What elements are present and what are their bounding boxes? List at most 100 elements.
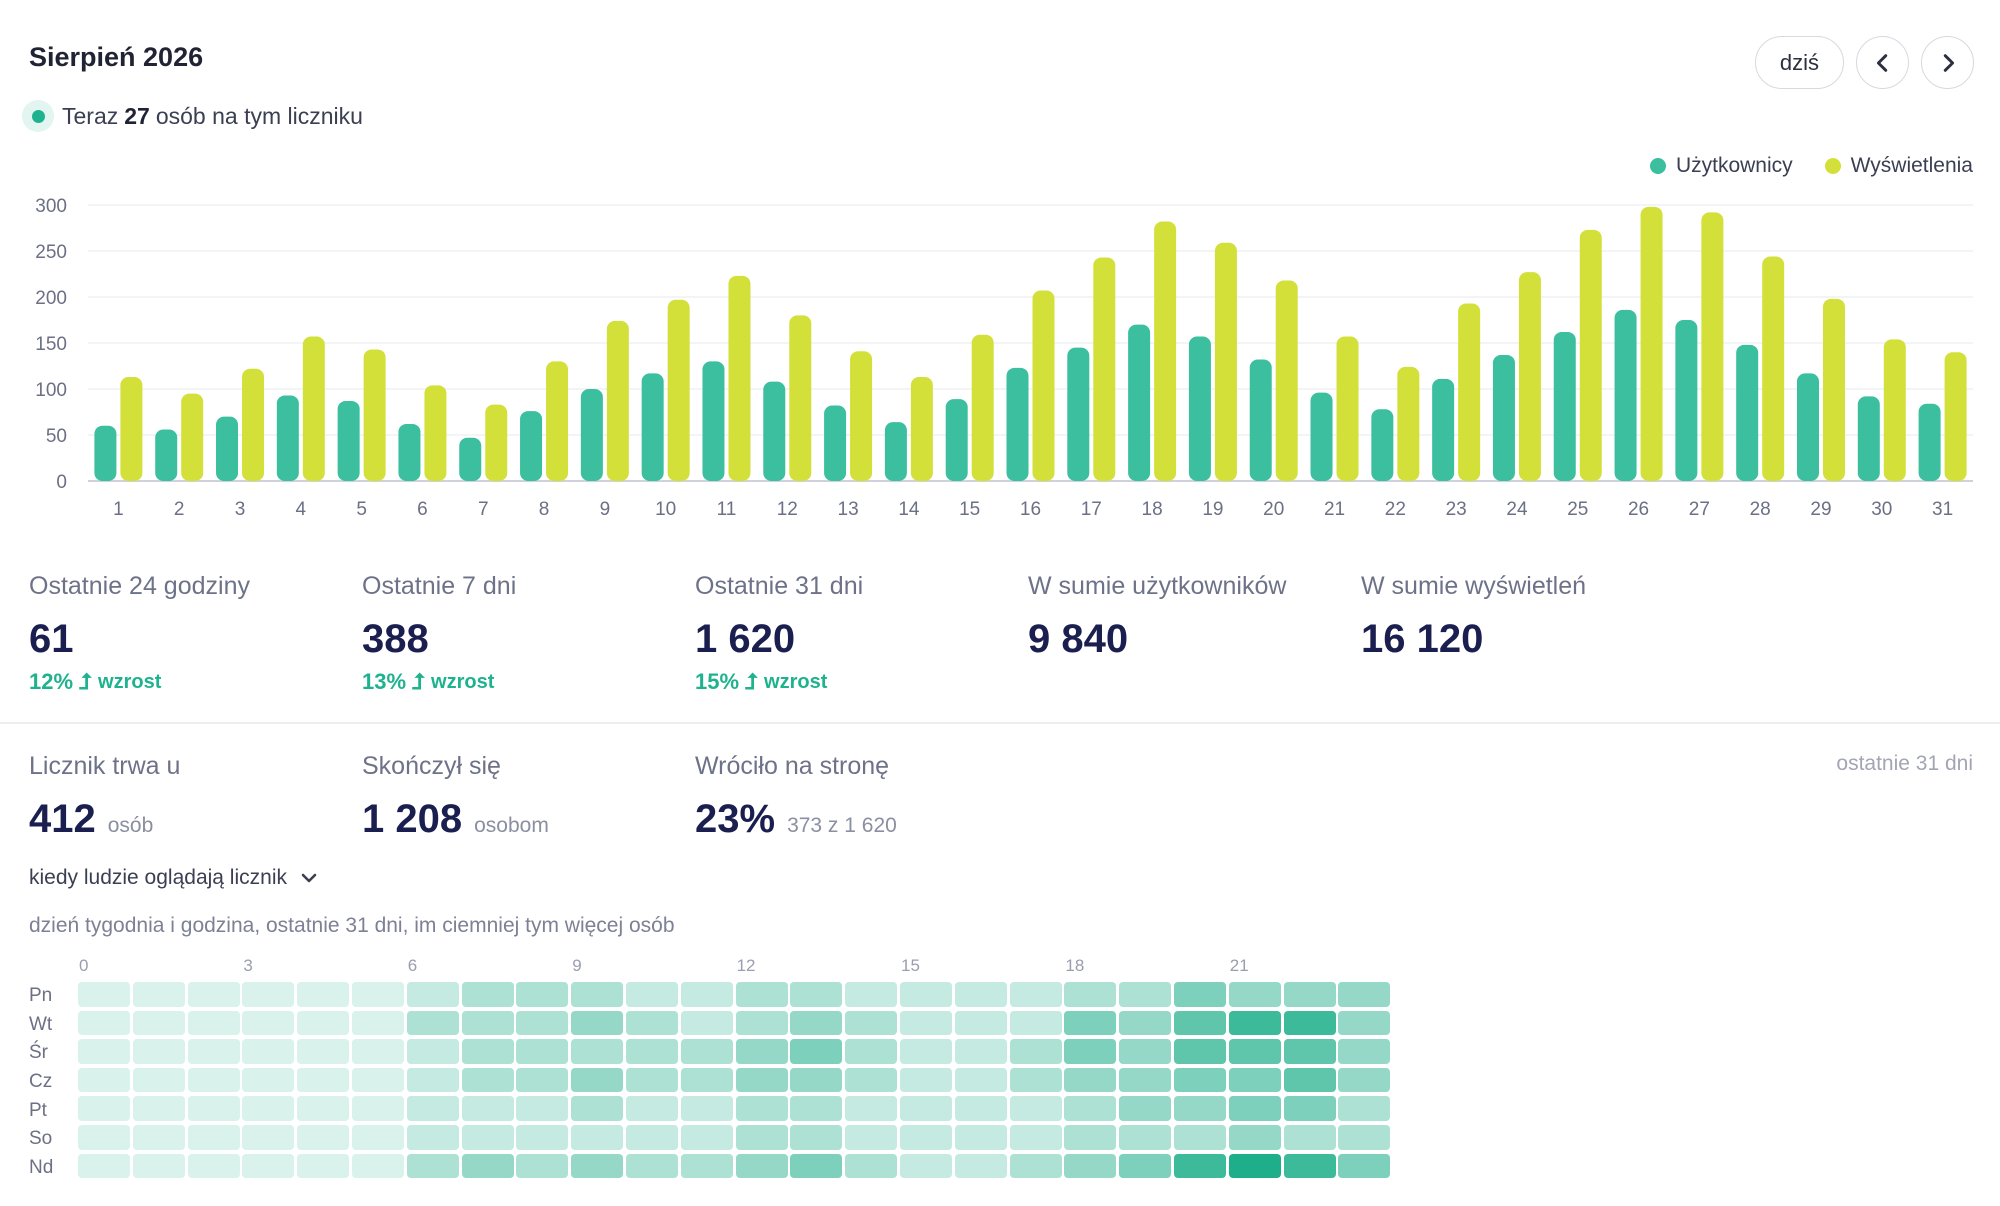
heatmap-cell[interactable] bbox=[680, 1124, 733, 1150]
heatmap-cell[interactable] bbox=[461, 982, 514, 1007]
bar-users[interactable] bbox=[1492, 354, 1515, 481]
heatmap-cell[interactable] bbox=[1338, 1010, 1391, 1036]
bar-views[interactable] bbox=[1518, 272, 1541, 481]
heatmap-cell[interactable] bbox=[187, 1153, 240, 1179]
heatmap-cell[interactable] bbox=[78, 1039, 130, 1064]
heatmap-cell[interactable] bbox=[351, 1096, 404, 1121]
heatmap-cell[interactable] bbox=[625, 1067, 678, 1093]
heatmap-cell[interactable] bbox=[516, 982, 569, 1007]
heatmap-cell[interactable] bbox=[1119, 1096, 1172, 1121]
heatmap-cell[interactable] bbox=[461, 1096, 514, 1121]
heatmap-cell[interactable] bbox=[242, 982, 295, 1007]
heatmap-cell[interactable] bbox=[406, 1124, 459, 1150]
heatmap-cell[interactable] bbox=[187, 1096, 240, 1121]
heatmap-cell[interactable] bbox=[1338, 1096, 1391, 1121]
heatmap-cell[interactable] bbox=[1173, 1124, 1226, 1150]
heatmap-cell[interactable] bbox=[516, 1067, 569, 1093]
heatmap-cell[interactable] bbox=[1173, 1096, 1226, 1121]
heatmap-cell[interactable] bbox=[351, 1039, 404, 1064]
heatmap-cell[interactable] bbox=[461, 1124, 514, 1150]
heatmap-cell[interactable] bbox=[790, 1096, 843, 1121]
heatmap-cell[interactable] bbox=[571, 1096, 624, 1121]
heatmap-cell[interactable] bbox=[1009, 1124, 1062, 1150]
heatmap-cell[interactable] bbox=[297, 982, 350, 1007]
heatmap-cell[interactable] bbox=[1228, 1039, 1281, 1064]
bar-users[interactable] bbox=[155, 429, 178, 481]
bar-views[interactable] bbox=[1579, 229, 1602, 481]
heatmap-cell[interactable] bbox=[516, 1153, 569, 1179]
heatmap-cell[interactable] bbox=[187, 1124, 240, 1150]
bar-views[interactable] bbox=[1822, 298, 1845, 481]
heatmap-cell[interactable] bbox=[1119, 1153, 1172, 1179]
heatmap-cell[interactable] bbox=[790, 1124, 843, 1150]
bar-views[interactable] bbox=[1397, 366, 1420, 481]
heatmap-cell[interactable] bbox=[1338, 1039, 1391, 1064]
heatmap-cell[interactable] bbox=[1064, 1010, 1117, 1036]
heatmap-cell[interactable] bbox=[78, 1153, 130, 1179]
heatmap-cell[interactable] bbox=[78, 982, 130, 1007]
heatmap-cell[interactable] bbox=[1119, 982, 1172, 1007]
heatmap-cell[interactable] bbox=[297, 1039, 350, 1064]
bar-users[interactable] bbox=[1553, 331, 1576, 481]
bar-users[interactable] bbox=[398, 423, 421, 481]
heatmap-cell[interactable] bbox=[78, 1010, 130, 1036]
heatmap-cell[interactable] bbox=[1283, 1153, 1336, 1179]
heatmap-cell[interactable] bbox=[1338, 982, 1391, 1007]
bar-users[interactable] bbox=[1614, 309, 1637, 481]
heatmap-cell[interactable] bbox=[78, 1096, 130, 1121]
bar-users[interactable] bbox=[1796, 373, 1819, 481]
bar-users[interactable] bbox=[216, 416, 239, 481]
heatmap-cell[interactable] bbox=[899, 1096, 952, 1121]
heatmap-cell[interactable] bbox=[516, 1010, 569, 1036]
heatmap-cell[interactable] bbox=[132, 982, 185, 1007]
heatmap-cell[interactable] bbox=[297, 1124, 350, 1150]
bar-users[interactable] bbox=[1432, 378, 1455, 481]
heatmap-cell[interactable] bbox=[132, 1067, 185, 1093]
bar-users[interactable] bbox=[580, 389, 603, 481]
bar-views[interactable] bbox=[242, 368, 265, 481]
heatmap-cell[interactable] bbox=[954, 1067, 1007, 1093]
bar-users[interactable] bbox=[763, 381, 786, 481]
heatmap-cell[interactable] bbox=[78, 1124, 130, 1150]
heatmap-cell[interactable] bbox=[1173, 1039, 1226, 1064]
bar-views[interactable] bbox=[789, 315, 812, 481]
bar-views[interactable] bbox=[120, 377, 143, 481]
heatmap-cell[interactable] bbox=[1283, 1124, 1336, 1150]
heatmap-cell[interactable] bbox=[406, 982, 459, 1007]
heatmap-cell[interactable] bbox=[132, 1010, 185, 1036]
heatmap-cell[interactable] bbox=[297, 1067, 350, 1093]
heatmap-cell[interactable] bbox=[1064, 1096, 1117, 1121]
heatmap-cell[interactable] bbox=[297, 1153, 350, 1179]
heatmap-cell[interactable] bbox=[516, 1096, 569, 1121]
heatmap-cell[interactable] bbox=[899, 1124, 952, 1150]
bar-users[interactable] bbox=[1188, 336, 1211, 481]
heatmap-cell[interactable] bbox=[1009, 1010, 1062, 1036]
heatmap-cell[interactable] bbox=[1228, 1124, 1281, 1150]
heatmap-cell[interactable] bbox=[351, 1010, 404, 1036]
heatmap-cell[interactable] bbox=[680, 1096, 733, 1121]
heatmap-cell[interactable] bbox=[1009, 1096, 1062, 1121]
heatmap-cell[interactable] bbox=[461, 1153, 514, 1179]
heatmap-cell[interactable] bbox=[625, 1096, 678, 1121]
previous-month-button[interactable] bbox=[1856, 36, 1909, 89]
heatmap-cell[interactable] bbox=[187, 1067, 240, 1093]
heatmap-toggle[interactable]: kiedy ludzie oglądają licznik bbox=[29, 866, 317, 890]
heatmap-cell[interactable] bbox=[790, 1067, 843, 1093]
heatmap-cell[interactable] bbox=[845, 1124, 898, 1150]
heatmap-cell[interactable] bbox=[790, 1039, 843, 1064]
heatmap-cell[interactable] bbox=[1064, 1039, 1117, 1064]
bar-users[interactable] bbox=[94, 425, 117, 481]
heatmap-cell[interactable] bbox=[132, 1039, 185, 1064]
heatmap-cell[interactable] bbox=[187, 1010, 240, 1036]
heatmap-cell[interactable] bbox=[680, 982, 733, 1007]
heatmap-cell[interactable] bbox=[297, 1010, 350, 1036]
heatmap-cell[interactable] bbox=[187, 982, 240, 1007]
heatmap-cell[interactable] bbox=[242, 1153, 295, 1179]
bar-users[interactable] bbox=[1918, 403, 1941, 481]
bar-views[interactable] bbox=[1214, 242, 1237, 481]
bar-users[interactable] bbox=[1006, 367, 1029, 481]
heatmap-cell[interactable] bbox=[78, 1067, 130, 1093]
heatmap-cell[interactable] bbox=[1283, 1096, 1336, 1121]
heatmap-cell[interactable] bbox=[790, 982, 843, 1007]
heatmap-cell[interactable] bbox=[132, 1153, 185, 1179]
